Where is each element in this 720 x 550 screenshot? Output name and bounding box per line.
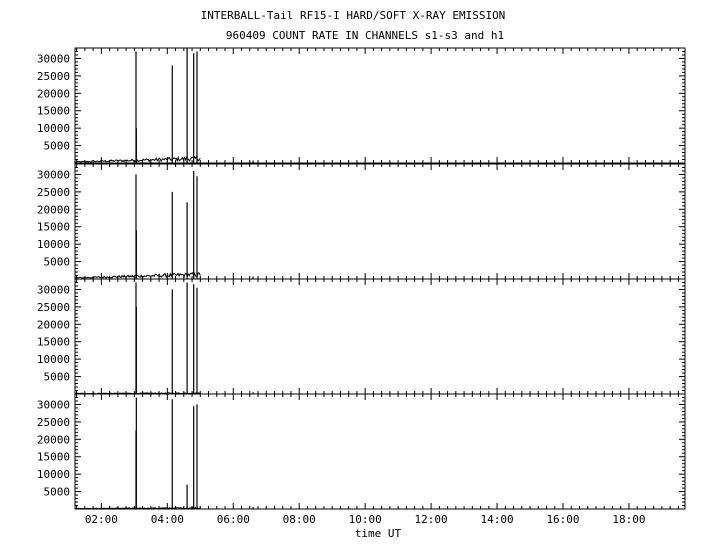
y-tick-label: 15000 bbox=[37, 221, 70, 234]
panel-4: 5000 10000 15000 20000 25000 30000 bbox=[37, 393, 686, 510]
panel-frame bbox=[74, 163, 686, 280]
y-tick-label: 5000 bbox=[44, 371, 71, 384]
y-tick-label: 15000 bbox=[37, 105, 70, 118]
y-tick-label: 25000 bbox=[37, 70, 70, 83]
x-tick-label: 06:00 bbox=[217, 513, 250, 526]
chart-panels: 5000 10000 15000 20000 25000 30000 5000 10000 15… bbox=[37, 47, 686, 510]
x-tick-label: 04:00 bbox=[151, 513, 184, 526]
x-tick-label: 16:00 bbox=[546, 513, 579, 526]
y-tick-label: 15000 bbox=[37, 336, 70, 349]
y-tick-label: 20000 bbox=[37, 203, 70, 216]
count-rate-trace bbox=[74, 155, 201, 163]
count-rate-trace bbox=[74, 271, 201, 279]
panel-frame bbox=[74, 278, 686, 395]
y-tick-label: 30000 bbox=[37, 168, 70, 181]
y-tick-label: 20000 bbox=[37, 433, 70, 446]
panel-frame bbox=[74, 393, 686, 510]
x-tick-label: 10:00 bbox=[349, 513, 382, 526]
y-tick-label: 5000 bbox=[44, 140, 71, 153]
x-tick-label: 18:00 bbox=[612, 513, 645, 526]
y-tick-label: 25000 bbox=[37, 186, 70, 199]
y-tick-label: 10000 bbox=[37, 122, 70, 135]
panel-1: 5000 10000 15000 20000 25000 30000 bbox=[37, 47, 686, 164]
x-axis-tick-labels: 02:00 04:00 06:00 08:00 10:00 12:00 14:00 16:00… bbox=[85, 513, 646, 526]
x-tick-label: 14:00 bbox=[480, 513, 513, 526]
y-tick-label: 5000 bbox=[44, 256, 71, 269]
y-tick-label: 20000 bbox=[37, 87, 70, 100]
y-tick-label: 5000 bbox=[44, 486, 71, 499]
y-tick-label: 20000 bbox=[37, 318, 70, 331]
x-tick-label: 08:00 bbox=[283, 513, 316, 526]
y-tick-label: 30000 bbox=[37, 283, 70, 296]
y-tick-label: 15000 bbox=[37, 451, 70, 464]
chart-title-line-2: 960409 COUNT RATE IN CHANNELS s1-s3 and … bbox=[226, 29, 504, 42]
y-tick-label: 10000 bbox=[37, 353, 70, 366]
y-tick-label: 25000 bbox=[37, 301, 70, 314]
x-tick-label: 02:00 bbox=[85, 513, 118, 526]
panel-frame bbox=[74, 47, 686, 164]
chart-title-line-1: INTERBALL-Tail RF15-I HARD/SOFT X-RAY EM… bbox=[201, 9, 506, 22]
x-axis-label: time UT bbox=[355, 527, 402, 540]
x-tick-label: 12:00 bbox=[415, 513, 448, 526]
y-tick-label: 30000 bbox=[37, 398, 70, 411]
y-tick-label: 10000 bbox=[37, 238, 70, 251]
y-tick-label: 30000 bbox=[37, 52, 70, 65]
panel-3: 5000 10000 15000 20000 25000 30000 bbox=[37, 278, 686, 395]
y-tick-label: 10000 bbox=[37, 468, 70, 481]
count-rate-trace bbox=[75, 506, 201, 510]
y-tick-label: 25000 bbox=[37, 416, 70, 429]
panel-2: 5000 10000 15000 20000 25000 30000 bbox=[37, 163, 686, 280]
